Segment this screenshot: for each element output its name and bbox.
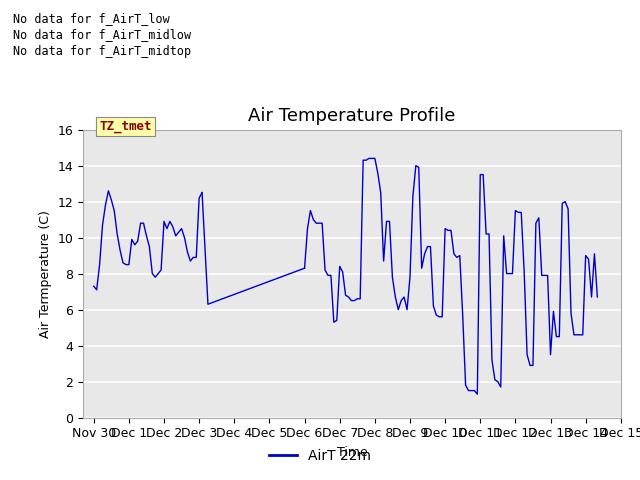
X-axis label: Time: Time	[337, 446, 367, 459]
Text: No data for f_AirT_midlow: No data for f_AirT_midlow	[13, 28, 191, 41]
Text: No data for f_AirT_midtop: No data for f_AirT_midtop	[13, 45, 191, 58]
Text: TZ_tmet: TZ_tmet	[99, 120, 152, 133]
Text: No data for f_AirT_low: No data for f_AirT_low	[13, 12, 170, 24]
Title: Air Temperature Profile: Air Temperature Profile	[248, 107, 456, 125]
Y-axis label: Air Termperature (C): Air Termperature (C)	[39, 210, 52, 337]
Legend: AirT 22m: AirT 22m	[264, 443, 376, 468]
